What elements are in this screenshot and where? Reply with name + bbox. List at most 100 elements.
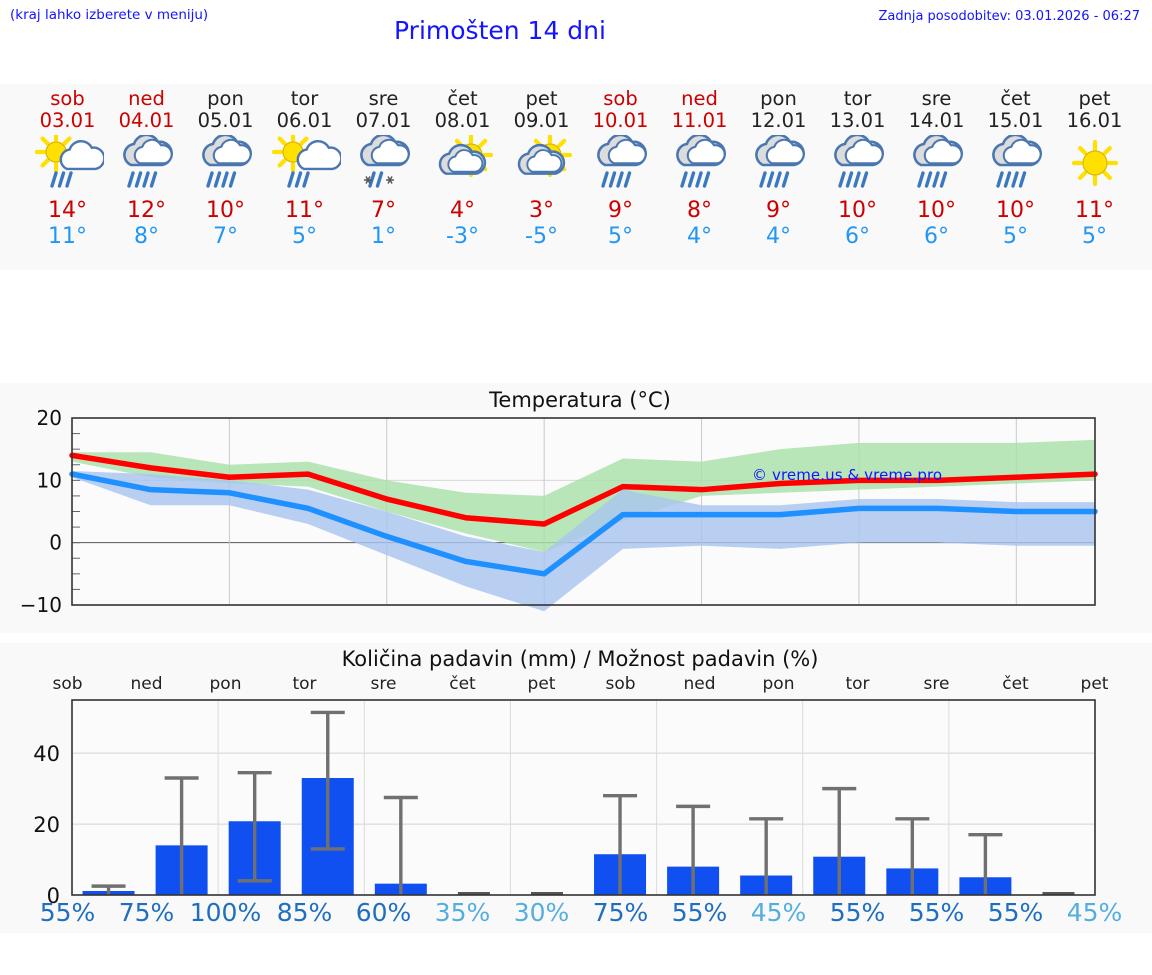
temp-min-label: 11° <box>48 224 87 249</box>
precip-probability-label: 35% <box>434 898 491 927</box>
precip-probability-label: 55% <box>829 898 886 927</box>
cloud-rain-icon <box>976 135 1055 197</box>
day-name-label: ned <box>128 87 165 110</box>
precip-probability-label: 55% <box>987 898 1044 927</box>
day-column[interactable]: pon 05.01 10° 7° <box>186 84 265 270</box>
precip-day-label: sob <box>52 674 83 694</box>
day-column[interactable]: sob 10.01 9° 5° <box>581 84 660 270</box>
temp-max-label: 4° <box>450 198 475 223</box>
precip-day-label: čet <box>449 674 476 694</box>
temp-min-label: 6° <box>845 224 870 249</box>
temp-max-label: 11° <box>285 198 324 223</box>
temp-min-label: 5° <box>1003 224 1028 249</box>
menu-hint-label: (kraj lahko izberete v meniju) <box>10 7 209 23</box>
day-column[interactable]: tor 13.01 10° 6° <box>818 84 897 270</box>
precip-day-label: pet <box>1080 674 1109 694</box>
temp-max-label: 10° <box>206 198 245 223</box>
precip-day-label: sre <box>370 674 397 694</box>
day-column[interactable]: pon 12.01 9° 4° <box>739 84 818 270</box>
temp-max-label: 10° <box>996 198 1035 223</box>
day-name-label: pet <box>1078 87 1111 110</box>
day-date-label: 09.01 <box>513 109 570 132</box>
temp-min-label: -5° <box>525 224 558 249</box>
temp-min-label: 7° <box>213 224 238 249</box>
temp-min-label: 4° <box>766 224 791 249</box>
sun-cloud-icon <box>423 135 502 197</box>
precip-day-label: tor <box>292 674 317 694</box>
precip-day-label: tor <box>845 674 870 694</box>
precipitation-chart-panel: Količina padavin (mm) / Možnost padavin … <box>0 643 1152 933</box>
precip-probability-label: 60% <box>355 898 412 927</box>
temp-min-label: 5° <box>1082 224 1107 249</box>
day-column[interactable]: čet 08.01 4° -3° <box>423 84 502 270</box>
day-name-label: pon <box>207 87 244 110</box>
temp-min-label: 5° <box>608 224 633 249</box>
temp-min-label: 4° <box>687 224 712 249</box>
precip-day-label: pon <box>762 674 795 694</box>
day-name-label: tor <box>843 87 872 110</box>
day-name-label: tor <box>290 87 319 110</box>
temp-min-label: 8° <box>134 224 159 249</box>
temp-max-label: 10° <box>838 198 877 223</box>
temp-min-label: -3° <box>446 224 479 249</box>
day-column[interactable]: pet 16.01 11° 5° <box>1055 84 1134 270</box>
day-name-label: pon <box>760 87 797 110</box>
temp-max-label: 3° <box>529 198 554 223</box>
precip-probability-label: 45% <box>1066 898 1123 927</box>
daily-forecast-strip: sob 03.01 14° 11° ned 04.01 12° 8° pon 05.01 10° 7°… <box>0 84 1152 270</box>
day-name-label: čet <box>447 87 478 110</box>
precip-probability-label: 85% <box>276 898 333 927</box>
last-update-label: Zadnja posodobitev: 03.01.2026 - 06:27 <box>878 9 1140 24</box>
sun-cloud-icon <box>502 135 581 197</box>
day-name-label: sob <box>603 87 638 110</box>
precip-probability-label: 45% <box>750 898 807 927</box>
day-column[interactable]: sre 14.01 10° 6° <box>897 84 976 270</box>
cloud-rain-icon <box>581 135 660 197</box>
day-column[interactable]: ned 11.01 8° 4° <box>660 84 739 270</box>
precip-probability-label: 30% <box>513 898 570 927</box>
day-name-label: sre <box>921 87 952 110</box>
day-date-label: 05.01 <box>197 109 254 132</box>
cloud-rain-icon <box>739 135 818 197</box>
day-date-label: 10.01 <box>592 109 649 132</box>
day-name-label: čet <box>1000 87 1031 110</box>
temp-min-label: 5° <box>292 224 317 249</box>
temp-min-label: 1° <box>371 224 396 249</box>
sun-cloud-rain-icon <box>28 135 107 197</box>
day-column[interactable]: sre 07.01 7° 1° <box>344 84 423 270</box>
cloud-rain-icon <box>818 135 897 197</box>
day-date-label: 16.01 <box>1066 109 1123 132</box>
day-date-label: 15.01 <box>987 109 1044 132</box>
cloud-rain-icon <box>107 135 186 197</box>
day-date-label: 06.01 <box>276 109 333 132</box>
day-date-label: 03.01 <box>39 109 96 132</box>
precip-day-label: pet <box>527 674 556 694</box>
day-name-label: pet <box>525 87 558 110</box>
day-name-label: ned <box>681 87 718 110</box>
day-column[interactable]: pet 09.01 3° -5° <box>502 84 581 270</box>
temp-max-label: 8° <box>687 198 712 223</box>
temp-max-label: 11° <box>1075 198 1114 223</box>
precip-probability-label: 75% <box>118 898 175 927</box>
temp-max-label: 14° <box>48 198 87 223</box>
precip-probability-label: 75% <box>592 898 649 927</box>
precipitation-chart-title: Količina padavin (mm) / Možnost padavin … <box>341 647 819 671</box>
temp-max-label: 9° <box>608 198 633 223</box>
day-name-label: sob <box>50 87 85 110</box>
day-date-label: 07.01 <box>355 109 412 132</box>
sun-cloud-rain-icon <box>265 135 344 197</box>
temp-min-label: 6° <box>924 224 949 249</box>
precip-probability-label: 55% <box>39 898 96 927</box>
day-column[interactable]: tor 06.01 11° 5° <box>265 84 344 270</box>
day-date-label: 12.01 <box>750 109 807 132</box>
precip-probability-label: 100% <box>189 898 262 927</box>
page-title: Primošten 14 dni <box>394 16 606 45</box>
cloud-rain-icon <box>897 135 976 197</box>
day-date-label: 14.01 <box>908 109 965 132</box>
day-date-label: 08.01 <box>434 109 491 132</box>
day-column[interactable]: ned 04.01 12° 8° <box>107 84 186 270</box>
day-date-label: 04.01 <box>118 109 175 132</box>
day-column[interactable]: čet 15.01 10° 5° <box>976 84 1055 270</box>
day-column[interactable]: sob 03.01 14° 11° <box>28 84 107 270</box>
page-header: (kraj lahko izberete v meniju) Primošten… <box>0 0 1152 82</box>
